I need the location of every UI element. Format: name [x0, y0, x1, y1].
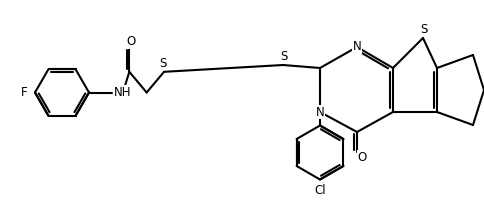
Text: S: S	[159, 57, 166, 70]
Text: NH: NH	[113, 86, 131, 99]
Text: Cl: Cl	[314, 184, 326, 197]
Text: S: S	[420, 23, 428, 36]
Text: O: O	[126, 35, 136, 48]
Text: O: O	[357, 150, 366, 163]
Text: F: F	[21, 86, 28, 99]
Text: N: N	[353, 40, 362, 53]
Text: S: S	[280, 50, 287, 63]
Text: N: N	[316, 106, 324, 119]
